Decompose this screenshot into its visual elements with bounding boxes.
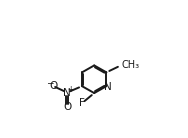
- Text: O: O: [49, 81, 57, 91]
- Text: CH₃: CH₃: [121, 60, 139, 70]
- Text: F: F: [79, 98, 85, 108]
- Text: +: +: [67, 85, 73, 94]
- Text: O: O: [63, 102, 71, 112]
- Text: N: N: [104, 82, 111, 92]
- Text: N: N: [63, 87, 71, 98]
- Text: −: −: [45, 78, 53, 87]
